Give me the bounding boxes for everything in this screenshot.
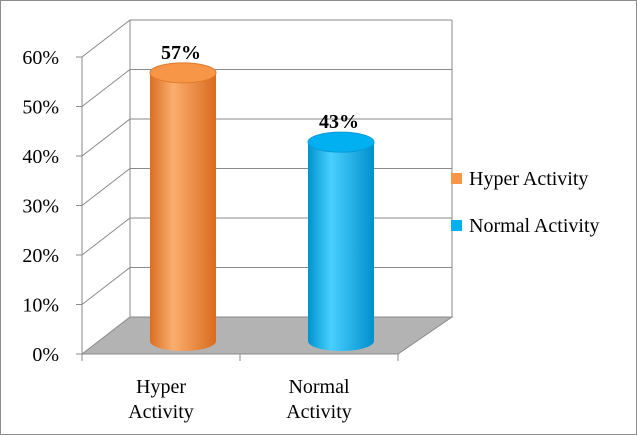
x-tick-label: Activity — [128, 401, 194, 423]
gridline-side — [81, 69, 131, 107]
y-tick-label: 10% — [22, 295, 59, 317]
bar-hyper-activity: 57% — [149, 42, 217, 351]
y-tick-label: 40% — [22, 146, 59, 168]
y-tick-label: 30% — [22, 196, 59, 218]
bar-top — [149, 62, 217, 84]
legend-label: Normal Activity — [469, 215, 600, 237]
data-label: 43% — [319, 111, 359, 133]
bar-body — [150, 72, 216, 351]
y-tick-label: 60% — [22, 47, 59, 69]
y-axis: 0% 10% 20% 30% 40% 50% 60% — [22, 47, 82, 366]
x-tick-label: Hyper — [136, 376, 186, 398]
gridline-side — [81, 19, 131, 58]
y-tick-label: 20% — [22, 245, 59, 267]
bar-normal-activity: 43% — [307, 111, 375, 351]
legend-swatch — [451, 220, 462, 231]
gridline-side — [81, 118, 131, 157]
y-tick-label: 50% — [22, 97, 59, 119]
x-tick-label: Normal — [288, 376, 350, 398]
gridline-side — [81, 267, 131, 305]
x-axis: Hyper Activity Normal Activity — [81, 354, 399, 423]
bar-body — [308, 142, 374, 351]
chart-walls — [80, 19, 454, 355]
legend-label: Hyper Activity — [469, 168, 588, 190]
bar-top — [307, 131, 375, 153]
gridline-side — [81, 217, 131, 256]
x-tick-label: Activity — [286, 401, 352, 423]
legend-swatch — [451, 173, 462, 184]
y-tick-label: 0% — [32, 344, 59, 366]
bars: 57% 43% — [149, 42, 375, 351]
gridline-side — [81, 168, 131, 206]
data-label: 57% — [161, 42, 201, 64]
chart-floor — [80, 316, 454, 355]
legend: Hyper Activity Normal Activity — [451, 168, 600, 237]
